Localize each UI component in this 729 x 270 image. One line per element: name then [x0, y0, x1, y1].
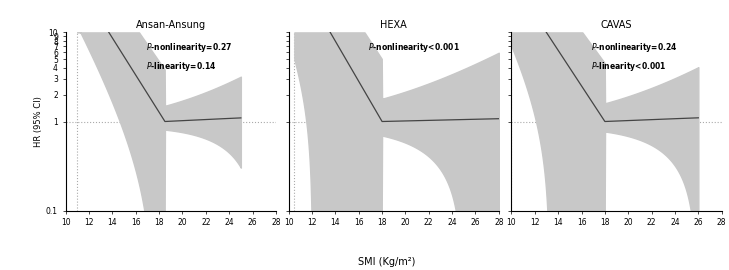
Title: HEXA: HEXA: [381, 20, 407, 30]
Text: $\it{P}$-nonlinearity<0.001: $\it{P}$-nonlinearity<0.001: [368, 41, 460, 54]
Y-axis label: HR (95% CI): HR (95% CI): [34, 96, 43, 147]
Text: $\it{P}$-nonlinearity=0.27
$\it{P}$-linearity=0.14: $\it{P}$-nonlinearity=0.27 $\it{P}$-line…: [146, 41, 232, 73]
Title: CAVAS: CAVAS: [601, 20, 632, 30]
Title: Ansan-Ansung: Ansan-Ansung: [136, 20, 206, 30]
Text: SMI (Kg/m²): SMI (Kg/m²): [358, 256, 415, 266]
Text: $\it{P}$-nonlinearity=0.24
$\it{P}$-linearity<0.001: $\it{P}$-nonlinearity=0.24 $\it{P}$-line…: [591, 41, 678, 73]
